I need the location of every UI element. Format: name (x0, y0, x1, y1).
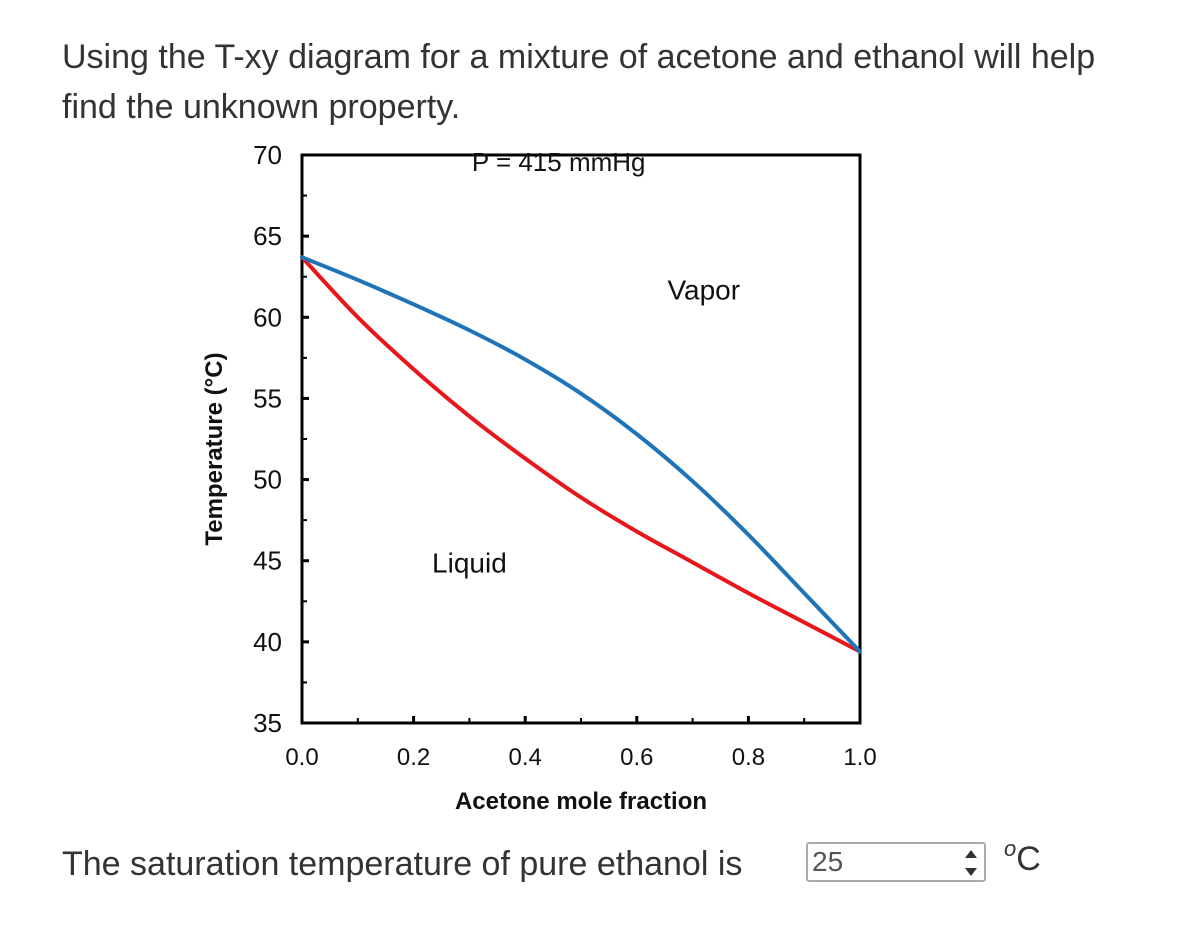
y-axis-title: Temperature (°C) (201, 352, 228, 545)
question-text: Using the T-xy diagram for a mixture of … (62, 38, 1096, 126)
answer-row: The saturation temperature of pure ethan… (62, 836, 1041, 892)
y-tick-label: 55 (253, 383, 282, 413)
liquid-region-label: Liquid (432, 547, 507, 578)
number-spinner[interactable] (964, 850, 978, 876)
spinner-down-icon[interactable] (965, 868, 977, 876)
plot-frame (300, 153, 862, 725)
x-tick-label: 0.0 (285, 744, 318, 771)
y-tick-label: 70 (253, 140, 282, 170)
unit-letter: C (1016, 840, 1041, 878)
y-tick-label: 35 (253, 708, 282, 738)
x-axis-title: Acetone mole fraction (455, 788, 707, 815)
vapor-region-label: Vapor (667, 275, 740, 306)
y-tick-label: 45 (253, 546, 282, 576)
pressure-annotation: P = 415 mmHg (472, 147, 646, 177)
y-tick-label: 65 (253, 221, 282, 251)
unit-label: oC (1004, 836, 1041, 879)
x-tick-label: 0.8 (732, 744, 765, 771)
y-tick-label: 40 (253, 627, 282, 657)
temperature-number-field[interactable] (806, 842, 986, 882)
dew-point-line (300, 255, 862, 654)
x-tick-label: 0.4 (509, 744, 542, 771)
degree-symbol: o (1004, 836, 1017, 861)
bubble-point-line (300, 255, 862, 654)
temperature-input[interactable] (808, 846, 952, 878)
spinner-up-icon[interactable] (965, 850, 977, 858)
x-tick-label: 0.6 (620, 744, 653, 771)
x-tick-label: 0.2 (397, 744, 430, 771)
x-tick-label: 1.0 (843, 744, 876, 771)
txy-chart: 35 40 45 50 55 60 65 70 0.0 0.2 0.4 0.6 0.8 1.0 Aceton… (201, 140, 877, 815)
y-tick-label: 60 (253, 302, 282, 332)
y-tick-label: 50 (253, 465, 282, 495)
answer-label: The saturation temperature of pure ethan… (62, 844, 743, 883)
